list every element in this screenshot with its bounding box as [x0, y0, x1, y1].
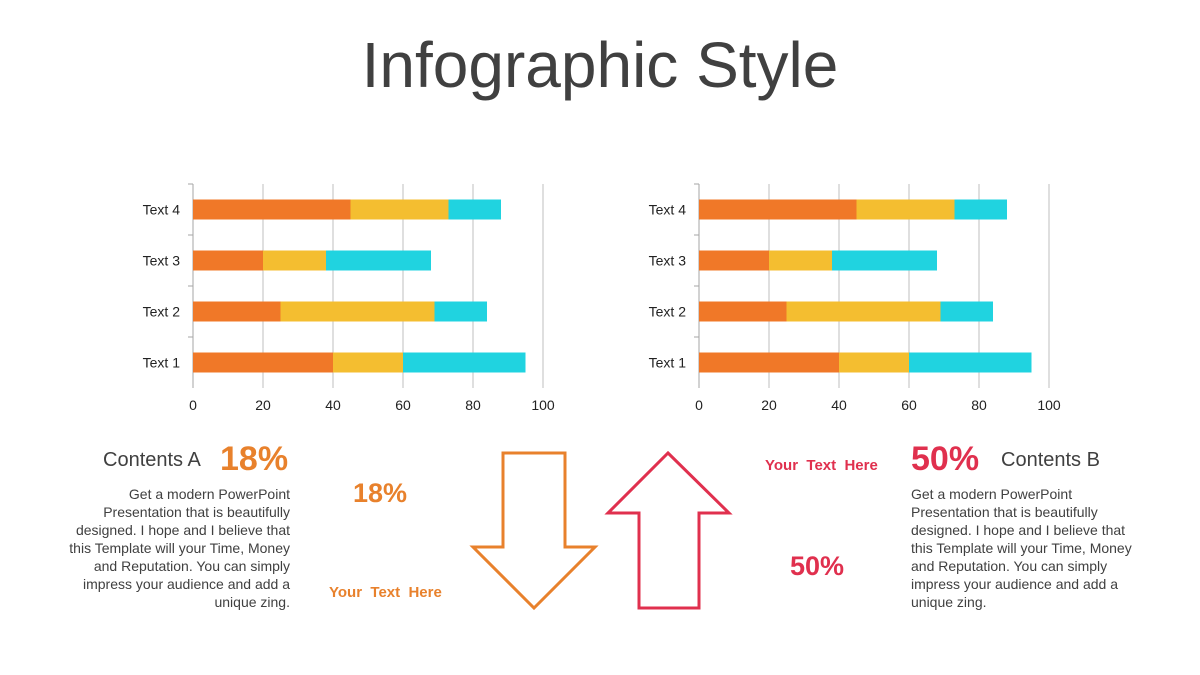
contents-a-heading: Contents A	[103, 449, 201, 471]
down-arrow-icon	[469, 451, 599, 611]
x-tick-label: 20	[255, 397, 271, 413]
y-category-label: Text 4	[143, 202, 181, 218]
bar-segment	[699, 199, 857, 220]
x-tick-label: 80	[465, 397, 481, 413]
y-category-label: Text 2	[143, 304, 181, 320]
up-arrow-icon	[604, 450, 733, 610]
bar-segment	[403, 352, 526, 373]
y-category-label: Text 3	[649, 253, 687, 269]
x-tick-label: 0	[695, 397, 703, 413]
bar-segment	[909, 352, 1032, 373]
bar-segment	[333, 352, 403, 373]
x-tick-label: 0	[189, 397, 197, 413]
bar-segment	[786, 301, 941, 322]
bar-segment	[856, 199, 955, 220]
bar-segment	[263, 250, 326, 271]
page-title: Infographic Style	[361, 29, 839, 101]
arrow-b-caption: Your Text Here	[765, 457, 878, 474]
bar-segment	[699, 250, 769, 271]
bar-segment	[699, 301, 787, 322]
x-tick-label: 80	[971, 397, 987, 413]
bar-segment	[193, 199, 351, 220]
down-arrow-shape	[469, 451, 599, 611]
x-tick-label: 100	[531, 397, 555, 413]
x-tick-label: 20	[761, 397, 777, 413]
y-category-label: Text 1	[143, 355, 181, 371]
bar-segment	[434, 301, 487, 322]
contents-a-percent: 18%	[220, 440, 289, 478]
bar-chart-a: 0 20 40 60 80 100 Text 1 Text 2 Text 3 Text 4	[143, 183, 555, 413]
bar-segment	[350, 199, 449, 220]
x-tick-label: 40	[831, 397, 847, 413]
bar-chart-b: 0 20 40 60 80 100 Text 1 Text 2 Text 3 Text 4	[649, 183, 1061, 413]
up-arrow-shape	[604, 450, 733, 610]
bar-segment	[940, 301, 993, 322]
x-tick-label: 40	[325, 397, 341, 413]
y-category-label: Text 1	[649, 355, 687, 371]
y-category-label: Text 3	[143, 253, 181, 269]
bar-segment	[193, 301, 281, 322]
bar-segment	[832, 250, 937, 271]
y-category-label: Text 2	[649, 304, 687, 320]
bar-segment	[326, 250, 431, 271]
arrow-b-percent: 50%	[790, 551, 845, 581]
bar-segment	[769, 250, 832, 271]
contents-b-body: Get a modern PowerPoint Presentation tha…	[911, 486, 1132, 610]
bar-segment	[839, 352, 909, 373]
x-tick-label: 100	[1037, 397, 1061, 413]
contents-b-heading: Contents B	[1001, 449, 1100, 471]
contents-b-percent: 50%	[911, 440, 980, 478]
contents-a-body: Get a modern PowerPoint Presentation tha…	[69, 486, 290, 610]
bar-segment	[699, 352, 839, 373]
y-category-label: Text 4	[649, 202, 687, 218]
bar-segment	[193, 250, 263, 271]
bar-segment	[448, 199, 501, 220]
arrow-a-percent: 18%	[353, 478, 408, 508]
bar-segment	[193, 352, 333, 373]
x-tick-label: 60	[395, 397, 411, 413]
x-tick-label: 60	[901, 397, 917, 413]
bar-segment	[954, 199, 1007, 220]
bar-segment	[280, 301, 435, 322]
arrow-a-caption: Your Text Here	[329, 584, 442, 601]
